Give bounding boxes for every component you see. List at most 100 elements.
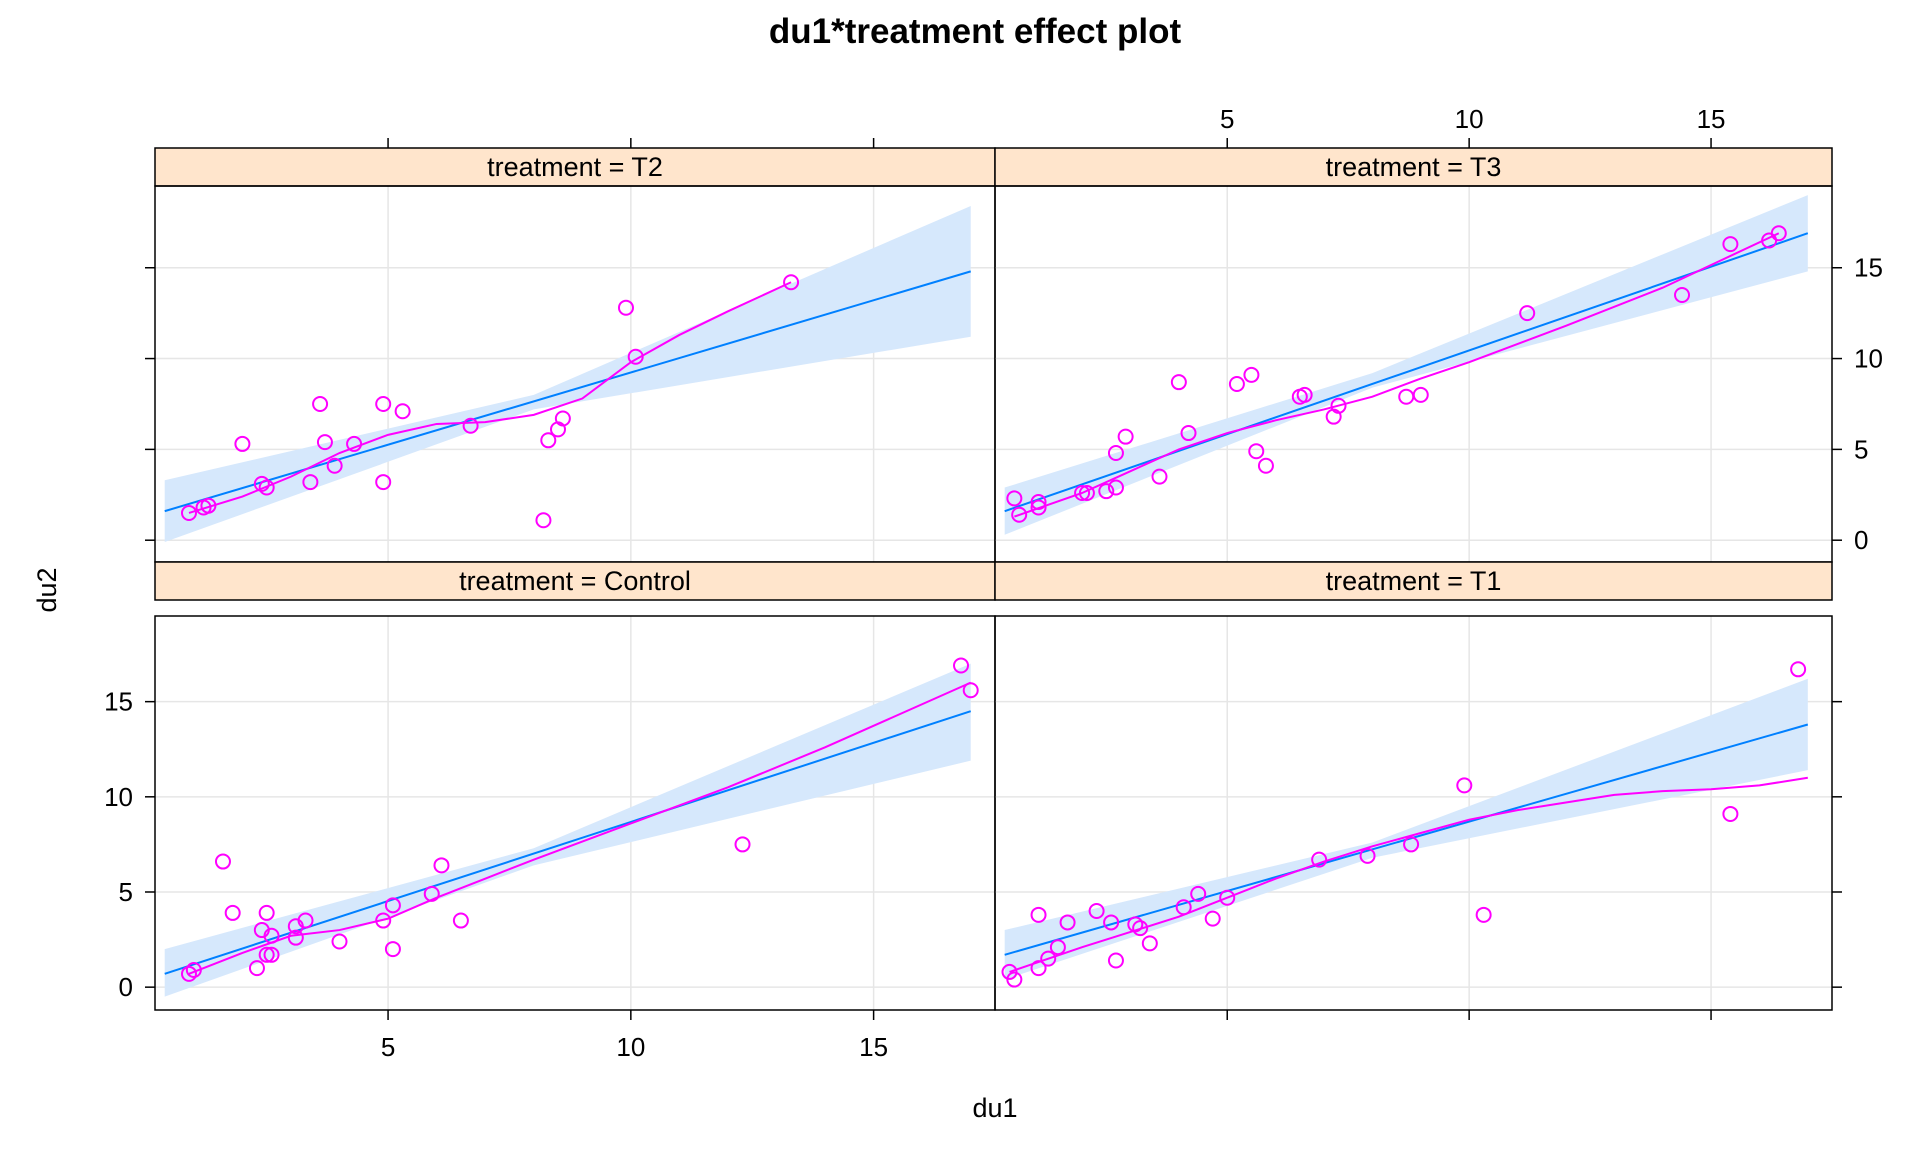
data-point xyxy=(312,395,329,412)
y-tick-label: 0 xyxy=(1854,525,1868,555)
data-point xyxy=(1403,836,1420,853)
data-point xyxy=(462,417,479,434)
x-tick-label: 10 xyxy=(1455,104,1484,134)
data-point xyxy=(234,435,251,452)
data-point xyxy=(1257,457,1274,474)
data-point xyxy=(1040,950,1057,967)
y-axis-label: du2 xyxy=(32,567,62,612)
fit-line xyxy=(164,270,972,513)
panel-top-left: treatment = T2 xyxy=(145,138,996,563)
data-point xyxy=(253,475,270,492)
fit-line xyxy=(1004,232,1809,513)
data-point xyxy=(287,929,304,946)
data-point xyxy=(962,682,979,699)
data-point xyxy=(214,853,231,870)
data-point xyxy=(1228,375,1245,392)
data-point xyxy=(258,904,275,921)
data-point xyxy=(180,965,197,982)
confidence-band xyxy=(1004,195,1808,535)
data-point xyxy=(1243,366,1260,383)
data-point xyxy=(1519,305,1536,322)
data-point xyxy=(1311,851,1328,868)
chart-title: du1*treatment effect plot xyxy=(769,12,1182,51)
data-point xyxy=(1398,388,1415,405)
data-point xyxy=(1330,397,1347,414)
data-point xyxy=(1088,903,1105,920)
data-point xyxy=(783,274,800,291)
panel-top-right: treatment = T3 5 10 15 0 5 10 15 xyxy=(994,104,1883,563)
y-tick-label: 5 xyxy=(119,877,133,907)
panel-strip-label: treatment = T3 xyxy=(1326,152,1502,182)
data-point xyxy=(258,479,275,496)
data-point xyxy=(540,432,557,449)
data-point xyxy=(1098,483,1115,500)
panel-strip-label: treatment = Control xyxy=(459,566,691,596)
data-point xyxy=(1059,914,1076,931)
data-point xyxy=(375,395,392,412)
data-point xyxy=(258,946,275,963)
y-tick-label: 15 xyxy=(1854,253,1883,283)
data-point xyxy=(185,962,202,979)
data-point xyxy=(316,434,333,451)
data-point xyxy=(953,657,970,674)
data-point xyxy=(423,885,440,902)
data-point xyxy=(1103,914,1120,931)
data-point xyxy=(1722,805,1739,822)
y-tick-label: 10 xyxy=(104,782,133,812)
panel-plot-area xyxy=(155,186,995,562)
data-point xyxy=(1006,971,1023,988)
data-point xyxy=(224,904,241,921)
data-point xyxy=(297,912,314,929)
data-point xyxy=(1127,916,1144,933)
panel-strip xyxy=(154,147,996,187)
data-point xyxy=(1674,286,1691,303)
data-point xyxy=(1170,374,1187,391)
data-point xyxy=(384,897,401,914)
panel-strip-label: treatment = T2 xyxy=(487,152,663,182)
smooth-line xyxy=(188,681,972,975)
data-point xyxy=(394,403,411,420)
data-point xyxy=(302,474,319,491)
data-point xyxy=(1132,920,1149,937)
data-point xyxy=(1107,445,1124,462)
data-point xyxy=(1412,386,1429,403)
panel-plot-area xyxy=(995,616,1832,1010)
data-point xyxy=(734,836,751,853)
panel-strip xyxy=(154,561,996,601)
data-point xyxy=(535,512,552,529)
data-point xyxy=(1030,960,1047,977)
data-point xyxy=(433,857,450,874)
data-point xyxy=(326,457,343,474)
data-point xyxy=(1296,386,1313,403)
data-point xyxy=(375,474,392,491)
data-point xyxy=(1456,777,1473,794)
panel-strip xyxy=(994,561,1833,601)
data-point xyxy=(1141,935,1158,952)
y-tick-label: 0 xyxy=(119,972,133,1002)
data-point xyxy=(1107,479,1124,496)
data-point xyxy=(1790,661,1807,678)
y-tick-label: 5 xyxy=(1854,434,1868,464)
panel-bottom-left: treatment = Control 5 10 15 0 5 10 15 xyxy=(104,561,996,1062)
data-point xyxy=(180,504,197,521)
x-tick-label: 5 xyxy=(381,1032,395,1062)
panel-plot-area xyxy=(155,616,995,1010)
panel-frame xyxy=(154,185,996,563)
data-point xyxy=(263,946,280,963)
panel-frame xyxy=(994,615,1833,1011)
y-tick-label: 15 xyxy=(104,687,133,717)
panel-plot-area xyxy=(995,186,1832,562)
smooth-line xyxy=(188,281,792,514)
data-point xyxy=(346,435,363,452)
confidence-band xyxy=(164,663,971,997)
smooth-line xyxy=(1009,776,1808,973)
data-point xyxy=(1475,906,1492,923)
data-point xyxy=(1078,484,1095,501)
confidence-band xyxy=(1004,678,1808,980)
data-point xyxy=(1006,490,1023,507)
panels-layer: treatment = T2 treatment = T3 5 10 15 0 5 10 15 t… xyxy=(104,104,1883,1062)
data-point xyxy=(1248,443,1265,460)
data-point xyxy=(452,912,469,929)
x-tick-label: 5 xyxy=(1220,104,1234,134)
